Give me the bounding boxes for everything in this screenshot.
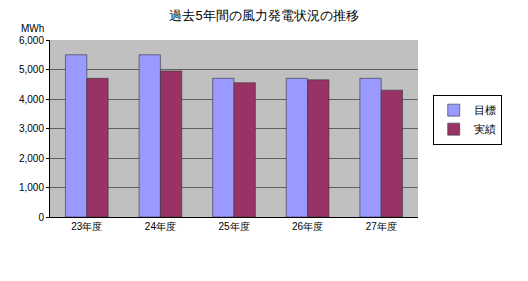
svg-text:26年度: 26年度: [292, 221, 323, 232]
svg-text:25年度: 25年度: [218, 221, 249, 232]
svg-text:2,000: 2,000: [19, 153, 44, 164]
svg-text:実績: 実績: [474, 123, 496, 135]
svg-text:3,000: 3,000: [19, 123, 44, 134]
svg-text:MWh: MWh: [21, 23, 44, 34]
svg-text:1,000: 1,000: [19, 182, 44, 193]
svg-text:6,000: 6,000: [19, 35, 44, 46]
svg-text:24年度: 24年度: [145, 221, 176, 232]
svg-text:4,000: 4,000: [19, 94, 44, 105]
svg-text:過去5年間の風力発電状況の推移: 過去5年間の風力発電状況の推移: [169, 8, 358, 23]
svg-text:27年度: 27年度: [366, 221, 397, 232]
svg-text:5,000: 5,000: [19, 64, 44, 75]
svg-text:目標: 目標: [474, 104, 496, 116]
svg-text:0: 0: [38, 212, 44, 223]
svg-text:23年度: 23年度: [71, 221, 102, 232]
